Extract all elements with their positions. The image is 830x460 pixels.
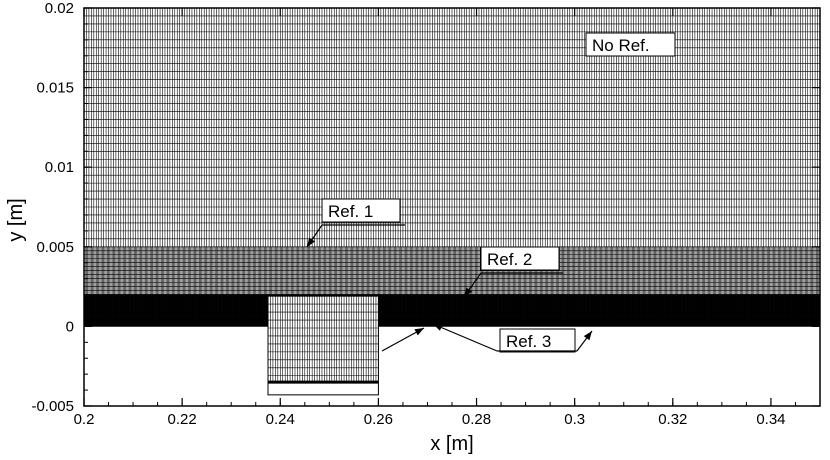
mesh-grid xyxy=(83,7,821,327)
label-box xyxy=(321,198,401,223)
x-axis-title: x [m] xyxy=(430,433,473,455)
callout-ref-2: Ref. 2 xyxy=(480,246,560,271)
x-tick-label: 0.24 xyxy=(266,411,295,428)
mesh-lines xyxy=(83,7,821,248)
x-tick-label: 0.34 xyxy=(756,411,785,428)
callout-ref-3: Ref. 3 xyxy=(499,328,576,353)
callout-arrowhead xyxy=(307,237,315,247)
axis-ticks: 0.2 0.22 0.24 0.26 0.28 0.3 0.32 0.34 -0.005 0 0.0… xyxy=(31,0,821,428)
mesh-lines xyxy=(83,246,821,295)
callout-arrowhead xyxy=(414,328,424,336)
y-tick-label: -0.005 xyxy=(31,398,74,415)
mesh-region xyxy=(83,246,821,295)
mesh-lines xyxy=(83,294,821,319)
x-tick-label: 0.2 xyxy=(74,411,95,428)
y-axis-title: y [m] xyxy=(5,198,27,241)
mesh-region xyxy=(83,318,821,327)
y-tick-label: 0.015 xyxy=(36,80,74,97)
callout-arrowhead xyxy=(433,324,443,331)
cavity-mesh-lines xyxy=(267,295,379,383)
x-tick-label: 0.3 xyxy=(564,411,585,428)
x-tick-label: 0.26 xyxy=(364,411,393,428)
x-tick-label: 0.32 xyxy=(658,411,687,428)
x-tick-label: 0.28 xyxy=(462,411,491,428)
label-no-ref: No Ref. xyxy=(585,32,676,57)
mesh-region xyxy=(83,7,821,248)
callout-ref-1: Ref. 1 xyxy=(321,198,401,223)
y-tick-label: 0.02 xyxy=(45,0,74,17)
x-tick-label: 0.22 xyxy=(168,411,197,428)
callout-arrow-line xyxy=(432,323,498,352)
label-box xyxy=(480,246,560,271)
y-tick-label: 0.01 xyxy=(45,159,74,176)
y-tick-label: 0 xyxy=(66,318,74,335)
mesh-region xyxy=(83,294,821,319)
label-text: Ref. 3 xyxy=(506,332,551,351)
cavity-box xyxy=(267,295,379,396)
label-text: Ref. 2 xyxy=(487,250,532,269)
label-text: Ref. 1 xyxy=(328,202,373,221)
callout-arrows xyxy=(306,224,593,352)
callout-arrowhead xyxy=(464,287,473,297)
callout-arrowhead xyxy=(583,331,592,341)
y-tick-label: 0.005 xyxy=(36,239,74,256)
label-text: No Ref. xyxy=(592,36,650,55)
label-box xyxy=(499,328,576,353)
label-box xyxy=(585,32,676,57)
cavity-inset xyxy=(267,295,379,396)
mesh-lines xyxy=(83,318,821,327)
